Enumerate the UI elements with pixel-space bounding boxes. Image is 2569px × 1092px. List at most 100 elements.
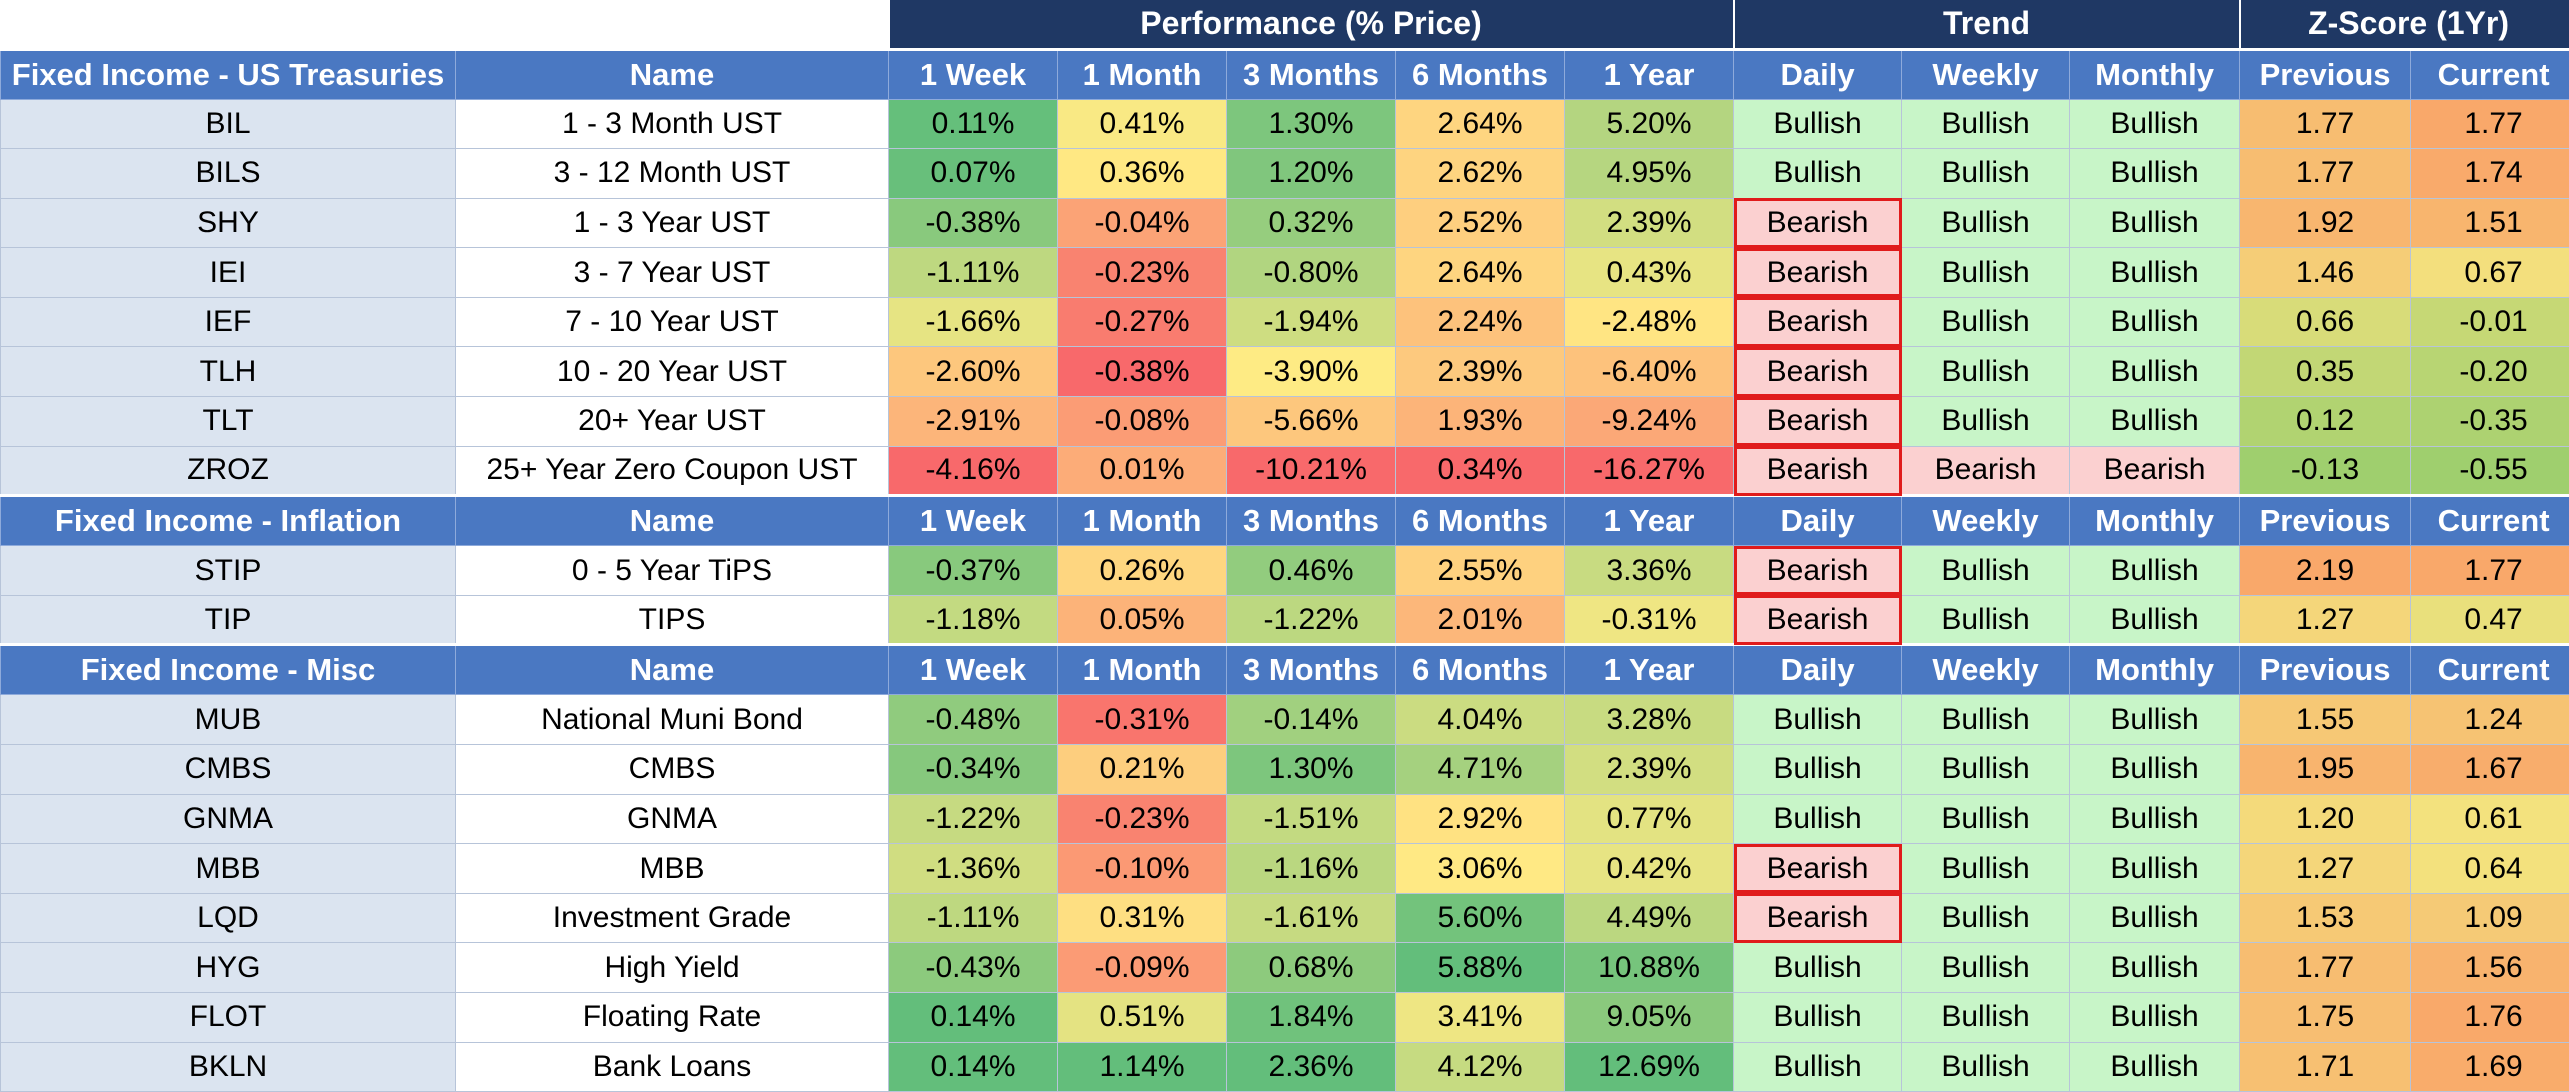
6-months-cell: 2.24% [1396, 297, 1565, 347]
column-header: 3 Months [1227, 645, 1396, 695]
1-week-cell: -1.36% [889, 844, 1058, 894]
trend-weekly-cell: Bullish [1902, 149, 2070, 199]
6-months-cell: 2.39% [1396, 347, 1565, 397]
3-months-cell: -10.21% [1227, 446, 1396, 496]
name-cell: TIPS [456, 595, 889, 645]
1-week-cell: -0.37% [889, 546, 1058, 596]
3-months-cell: 0.68% [1227, 943, 1396, 993]
trend-weekly-cell: Bullish [1902, 844, 2070, 894]
1-month-cell: 0.01% [1058, 446, 1227, 496]
trend-weekly-cell: Bullish [1902, 397, 2070, 447]
zscore-current-cell: 0.47 [2411, 595, 2569, 645]
zscore-previous-cell: 0.66 [2240, 297, 2411, 347]
1-month-cell: -0.23% [1058, 248, 1227, 298]
column-header: 1 Month [1058, 645, 1227, 695]
1-week-cell: -0.34% [889, 745, 1058, 795]
ticker-cell: TLT [1, 397, 456, 447]
trend-weekly-cell: Bullish [1902, 1042, 2070, 1092]
trend-weekly-cell: Bullish [1902, 993, 2070, 1043]
trend-monthly-cell: Bullish [2070, 99, 2240, 149]
1-year-cell: -9.24% [1565, 397, 1734, 447]
3-months-cell: -5.66% [1227, 397, 1396, 447]
1-week-cell: -2.91% [889, 397, 1058, 447]
1-month-cell: -0.27% [1058, 297, 1227, 347]
name-cell: 1 - 3 Year UST [456, 198, 889, 248]
name-cell: 25+ Year Zero Coupon UST [456, 446, 889, 496]
trend-monthly-cell: Bullish [2070, 546, 2240, 596]
section-title: Fixed Income - US Treasuries [1, 49, 456, 99]
1-month-cell: 0.21% [1058, 745, 1227, 795]
column-header: 1 Year [1565, 645, 1734, 695]
ticker-cell: IEF [1, 297, 456, 347]
trend-weekly-cell: Bullish [1902, 546, 2070, 596]
group-header-trend: Trend [1734, 0, 2240, 49]
column-header: 3 Months [1227, 496, 1396, 546]
ticker-cell: MUB [1, 695, 456, 745]
column-header: 1 Month [1058, 496, 1227, 546]
ticker-cell: STIP [1, 546, 456, 596]
3-months-cell: 0.46% [1227, 546, 1396, 596]
column-header: 1 Week [889, 496, 1058, 546]
group-header-performance: Performance (% Price) [889, 0, 1734, 49]
ticker-cell: ZROZ [1, 446, 456, 496]
name-cell: National Muni Bond [456, 695, 889, 745]
zscore-current-cell: 1.24 [2411, 695, 2569, 745]
6-months-cell: 2.92% [1396, 794, 1565, 844]
column-header: Weekly [1902, 645, 2070, 695]
trend-daily-cell: Bearish [1734, 248, 1902, 298]
6-months-cell: 4.71% [1396, 745, 1565, 795]
trend-daily-cell: Bearish [1734, 595, 1902, 645]
3-months-cell: -1.16% [1227, 844, 1396, 894]
1-week-cell: -0.43% [889, 943, 1058, 993]
trend-weekly-cell: Bullish [1902, 347, 2070, 397]
trend-monthly-cell: Bullish [2070, 993, 2240, 1043]
1-year-cell: 4.95% [1565, 149, 1734, 199]
6-months-cell: 4.12% [1396, 1042, 1565, 1092]
1-year-cell: 0.42% [1565, 844, 1734, 894]
zscore-current-cell: 0.64 [2411, 844, 2569, 894]
1-year-cell: 2.39% [1565, 745, 1734, 795]
1-week-cell: 0.14% [889, 1042, 1058, 1092]
column-header: Weekly [1902, 496, 2070, 546]
trend-weekly-cell: Bullish [1902, 893, 2070, 943]
trend-daily-cell: Bullish [1734, 794, 1902, 844]
trend-weekly-cell: Bullish [1902, 943, 2070, 993]
group-header-blank [1, 0, 889, 49]
trend-monthly-cell: Bullish [2070, 794, 2240, 844]
1-month-cell: 0.05% [1058, 595, 1227, 645]
name-cell: 10 - 20 Year UST [456, 347, 889, 397]
column-header: Current [2411, 496, 2569, 546]
zscore-previous-cell: 1.77 [2240, 149, 2411, 199]
trend-weekly-cell: Bearish [1902, 446, 2070, 496]
ticker-cell: TLH [1, 347, 456, 397]
1-year-cell: 0.43% [1565, 248, 1734, 298]
trend-daily-cell: Bullish [1734, 993, 1902, 1043]
trend-monthly-cell: Bullish [2070, 695, 2240, 745]
name-cell: 1 - 3 Month UST [456, 99, 889, 149]
6-months-cell: 2.64% [1396, 99, 1565, 149]
1-week-cell: -1.66% [889, 297, 1058, 347]
1-month-cell: -0.09% [1058, 943, 1227, 993]
column-header: Current [2411, 645, 2569, 695]
name-cell: Floating Rate [456, 993, 889, 1043]
ticker-cell: IEI [1, 248, 456, 298]
1-year-cell: 2.39% [1565, 198, 1734, 248]
3-months-cell: 1.20% [1227, 149, 1396, 199]
3-months-cell: -1.61% [1227, 893, 1396, 943]
1-month-cell: -0.31% [1058, 695, 1227, 745]
name-cell: 20+ Year UST [456, 397, 889, 447]
6-months-cell: 2.55% [1396, 546, 1565, 596]
zscore-previous-cell: 1.77 [2240, 943, 2411, 993]
6-months-cell: 4.04% [1396, 695, 1565, 745]
1-month-cell: -0.23% [1058, 794, 1227, 844]
zscore-previous-cell: 0.12 [2240, 397, 2411, 447]
name-cell: High Yield [456, 943, 889, 993]
